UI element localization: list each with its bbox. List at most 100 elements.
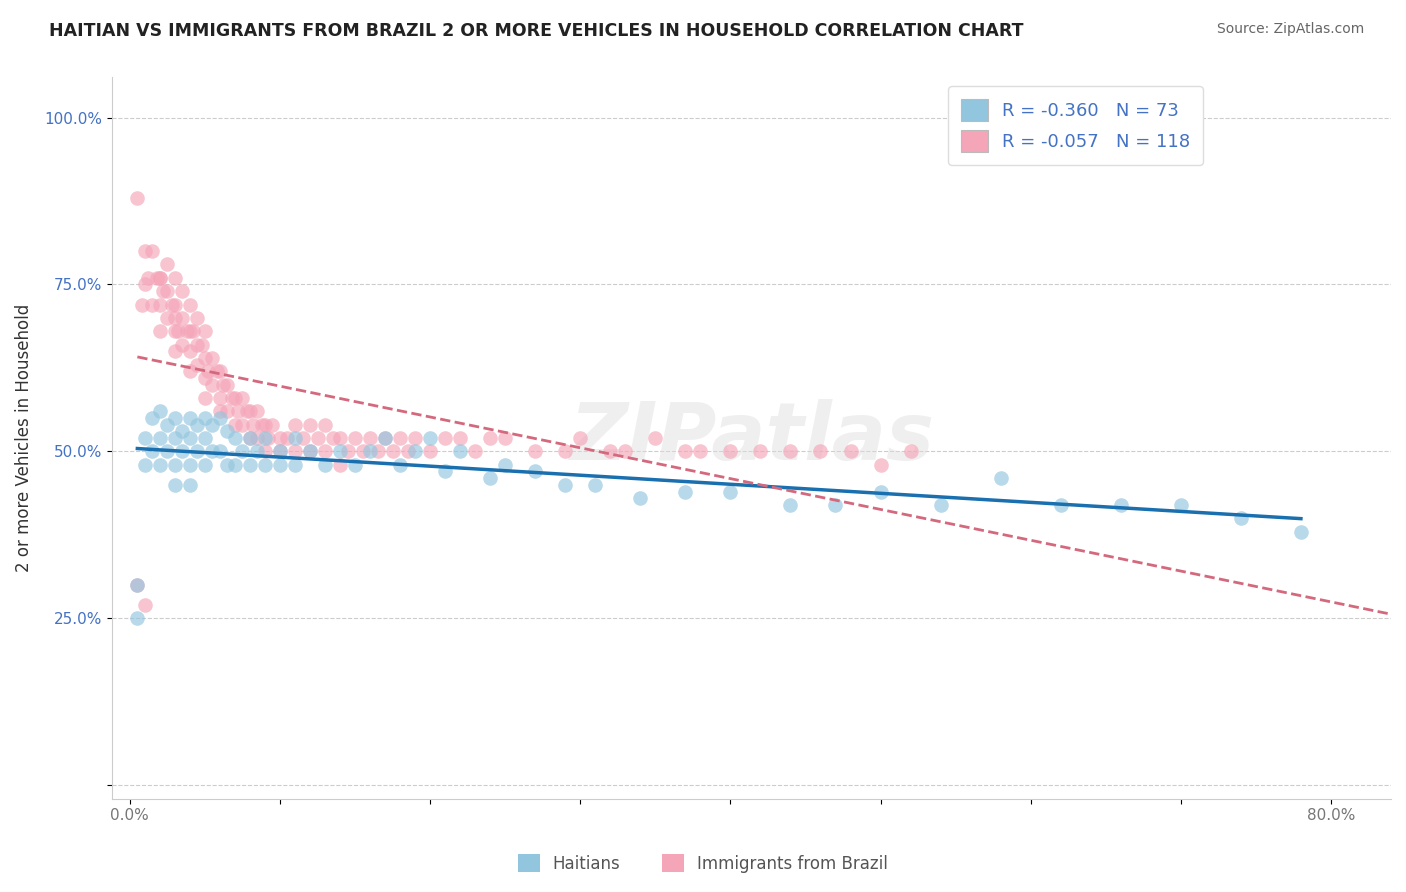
Point [307, 431, 329, 445]
Point [149, 297, 172, 311]
Point [224, 391, 246, 405]
Point [163, 297, 186, 311]
Point [352, 444, 374, 458]
Point [673, 484, 696, 499]
Point [284, 458, 307, 472]
Point [134, 277, 156, 292]
Point [224, 458, 246, 472]
Point [239, 404, 262, 418]
Point [208, 364, 231, 378]
Point [250, 417, 273, 432]
Point [494, 458, 516, 472]
Point [181, 324, 204, 338]
Point [186, 337, 208, 351]
Point [163, 431, 186, 445]
Point [163, 344, 186, 359]
Point [217, 458, 239, 472]
Point [160, 297, 183, 311]
Point [262, 417, 284, 432]
Point [127, 611, 149, 625]
Point [344, 431, 367, 445]
Point [464, 444, 486, 458]
Point [239, 431, 262, 445]
Point [839, 444, 862, 458]
Point [127, 578, 149, 592]
Point [779, 444, 801, 458]
Point [396, 444, 419, 458]
Point [284, 417, 307, 432]
Point [583, 478, 606, 492]
Point [242, 417, 264, 432]
Point [197, 364, 219, 378]
Point [374, 431, 396, 445]
Point [141, 411, 163, 425]
Point [186, 358, 208, 372]
Point [1170, 498, 1192, 512]
Point [186, 417, 208, 432]
Y-axis label: 2 or more Vehicles in Household: 2 or more Vehicles in Household [15, 304, 32, 573]
Point [156, 444, 179, 458]
Point [449, 431, 471, 445]
Point [599, 444, 621, 458]
Point [239, 431, 262, 445]
Point [172, 337, 194, 351]
Point [156, 417, 179, 432]
Point [141, 297, 163, 311]
Point [231, 417, 253, 432]
Point [524, 444, 547, 458]
Point [344, 458, 367, 472]
Point [208, 404, 231, 418]
Point [900, 444, 922, 458]
Point [163, 411, 186, 425]
Point [359, 431, 381, 445]
Point [136, 270, 159, 285]
Point [291, 431, 314, 445]
Point [134, 458, 156, 472]
Point [554, 478, 576, 492]
Point [284, 431, 307, 445]
Point [212, 377, 235, 392]
Point [179, 431, 201, 445]
Point [149, 404, 172, 418]
Point [172, 425, 194, 439]
Point [434, 465, 457, 479]
Point [673, 444, 696, 458]
Point [194, 458, 217, 472]
Point [718, 484, 741, 499]
Point [494, 431, 516, 445]
Point [869, 484, 891, 499]
Point [149, 270, 172, 285]
Point [404, 431, 426, 445]
Point [194, 431, 217, 445]
Point [179, 297, 201, 311]
Point [163, 324, 186, 338]
Text: Source: ZipAtlas.com: Source: ZipAtlas.com [1216, 22, 1364, 37]
Point [269, 444, 291, 458]
Point [201, 444, 224, 458]
Point [221, 391, 243, 405]
Point [231, 444, 253, 458]
Text: HAITIAN VS IMMIGRANTS FROM BRAZIL 2 OR MORE VEHICLES IN HOUSEHOLD CORRELATION CH: HAITIAN VS IMMIGRANTS FROM BRAZIL 2 OR M… [49, 22, 1024, 40]
Point [194, 391, 217, 405]
Point [381, 444, 404, 458]
Point [644, 431, 666, 445]
Point [226, 404, 249, 418]
Point [779, 498, 801, 512]
Point [236, 404, 259, 418]
Point [718, 444, 741, 458]
Point [329, 444, 352, 458]
Point [479, 431, 502, 445]
Point [253, 444, 276, 458]
Point [389, 458, 412, 472]
Point [239, 458, 262, 472]
Point [217, 377, 239, 392]
Point [253, 431, 276, 445]
Point [186, 444, 208, 458]
Point [322, 431, 344, 445]
Point [689, 444, 711, 458]
Point [569, 431, 592, 445]
Point [614, 444, 637, 458]
Point [131, 297, 153, 311]
Point [163, 310, 186, 325]
Point [367, 444, 389, 458]
